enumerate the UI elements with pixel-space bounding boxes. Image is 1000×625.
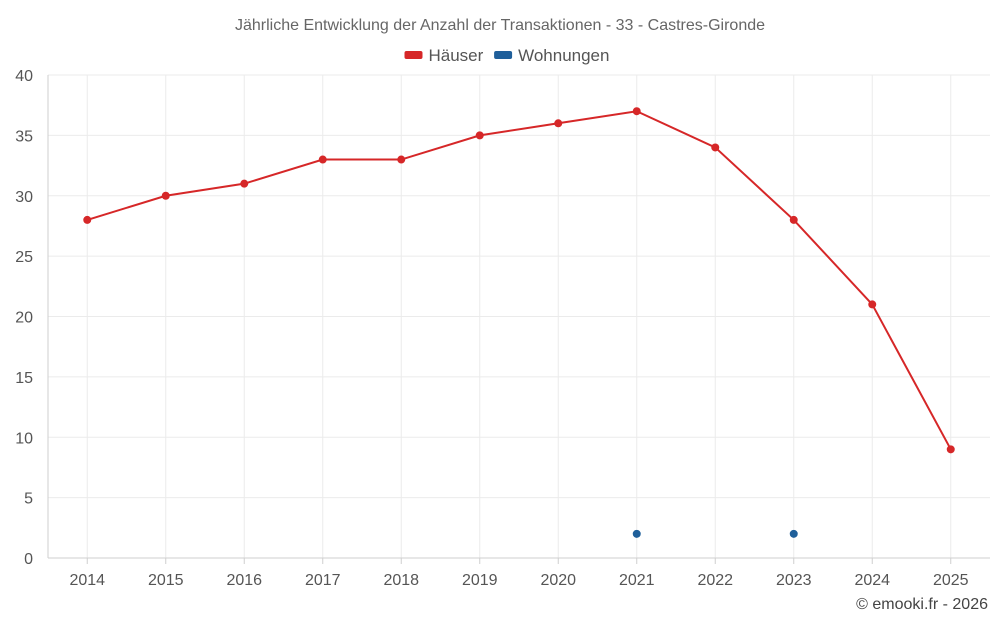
y-tick-label: 10 (15, 430, 33, 447)
chart-title: Jährliche Entwicklung der Anzahl der Tra… (235, 17, 765, 34)
y-tick-label: 30 (15, 189, 33, 206)
data-point (83, 215, 92, 224)
x-tick-label: 2015 (148, 572, 184, 589)
x-tick-label: 2022 (697, 572, 733, 589)
data-point (711, 143, 720, 152)
legend-item: Häuser (404, 46, 484, 65)
data-point (789, 215, 798, 224)
series-wohnungen (632, 529, 798, 538)
y-axis: 0 5 10 15 20 25 30 35 40 (15, 68, 33, 568)
x-tick-label: 2023 (776, 572, 812, 589)
x-tick-label: 2020 (540, 572, 576, 589)
data-point (789, 529, 798, 538)
data-point (475, 131, 484, 140)
data-point (318, 155, 327, 164)
y-tick-label: 25 (15, 249, 33, 266)
y-tick-label: 40 (15, 68, 33, 85)
credit-text: © emooki.fr - 2026 (856, 596, 988, 613)
legend: Häuser Wohnungen (404, 46, 609, 65)
series-haeuser (83, 107, 955, 454)
legend-label: Häuser (429, 46, 484, 65)
x-tick-label: 2014 (69, 572, 105, 589)
data-point (554, 119, 563, 128)
y-tick-label: 35 (15, 128, 33, 145)
data-point (240, 179, 249, 188)
data-point (397, 155, 406, 164)
y-tick-label: 5 (24, 491, 33, 508)
x-tick-label: 2025 (933, 572, 969, 589)
data-point (161, 191, 170, 200)
x-tick-label: 2021 (619, 572, 655, 589)
data-point (632, 107, 641, 116)
x-axis: 2014 2015 2016 2017 2018 2019 2020 2021 2022 2023… (69, 558, 969, 589)
series-line (86, 110, 952, 450)
legend-label: Wohnungen (518, 46, 609, 65)
legend-swatch (494, 51, 513, 59)
y-tick-label: 0 (24, 551, 33, 568)
series-group (83, 107, 955, 538)
data-point (946, 445, 955, 454)
x-tick-label: 2019 (462, 572, 498, 589)
data-point (632, 529, 641, 538)
legend-swatch (404, 51, 423, 59)
legend-item: Wohnungen (494, 46, 609, 65)
y-tick-label: 20 (15, 310, 33, 327)
x-tick-label: 2018 (383, 572, 419, 589)
x-tick-label: 2024 (854, 572, 890, 589)
gridlines (47, 74, 990, 559)
x-tick-label: 2016 (226, 572, 262, 589)
x-tick-label: 2017 (305, 572, 341, 589)
y-tick-label: 15 (15, 370, 33, 387)
data-point (868, 300, 877, 309)
